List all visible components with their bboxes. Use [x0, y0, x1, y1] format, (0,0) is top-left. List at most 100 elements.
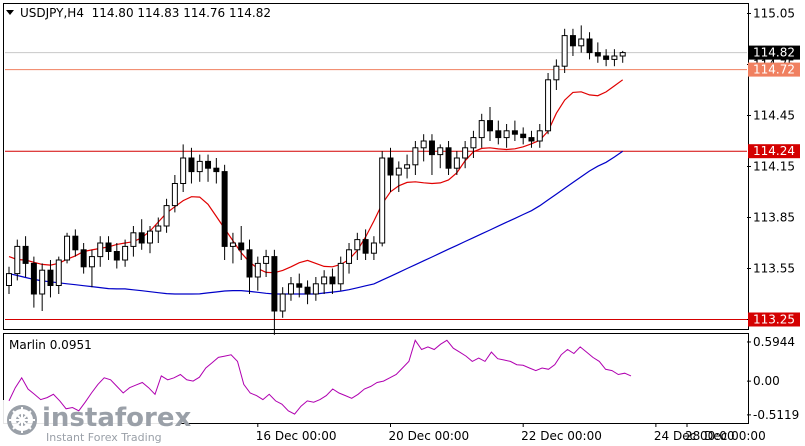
candle-body — [47, 269, 54, 287]
candle-body — [569, 35, 576, 47]
candle-body — [420, 140, 427, 149]
candle-body — [528, 137, 535, 142]
watermark-brand: instaforex — [42, 403, 192, 433]
osc-y-tick-label: 0.00 — [753, 374, 780, 388]
candle-body — [304, 286, 311, 295]
candle-body — [321, 276, 328, 285]
collapse-arrow-icon[interactable] — [6, 10, 14, 15]
candle-body — [337, 262, 344, 285]
candle-body — [428, 140, 435, 156]
candle-body — [105, 242, 112, 252]
oscillator-series — [8, 339, 632, 415]
candle-body — [238, 242, 245, 251]
candle-body — [453, 157, 460, 169]
candle-body — [64, 235, 71, 261]
candle-body — [312, 283, 319, 295]
candle-body — [545, 79, 552, 132]
candle-body — [437, 147, 444, 156]
candle-body — [88, 256, 95, 268]
candle-body — [55, 259, 62, 286]
current-price-tag — [748, 45, 800, 60]
candle-body — [594, 52, 601, 57]
candle-body — [254, 262, 261, 278]
bid-tag — [748, 62, 800, 77]
candle-body — [221, 171, 228, 247]
candle-body — [155, 225, 162, 232]
y-tick-label: 114.15 — [753, 160, 795, 174]
x-tick-label: 28 Dec 00:00 — [685, 429, 766, 443]
bid-tag-label: 114.72 — [753, 63, 795, 77]
candle-body — [163, 205, 170, 227]
candle-body — [536, 130, 543, 142]
candle-body — [503, 130, 510, 139]
candle-body — [14, 245, 21, 275]
candle-body — [520, 133, 527, 139]
candle-body — [395, 167, 402, 176]
candle-body — [478, 120, 485, 139]
current-price-label: 114.82 — [753, 46, 795, 60]
candle-body — [229, 242, 236, 247]
candle-body — [22, 245, 29, 264]
watermark-tagline: Instant Forex Trading — [46, 431, 162, 444]
candle-body — [346, 249, 353, 264]
y-tick-label: 115.05 — [753, 7, 795, 21]
support-resistance-levels — [5, 52, 747, 320]
level-tag — [748, 312, 800, 327]
candle-body — [445, 147, 452, 169]
candle-body — [246, 249, 253, 278]
candle-body — [362, 239, 369, 254]
osc-y-tick-label: -0.5119 — [753, 408, 799, 422]
candle-body — [30, 262, 37, 295]
candle-body — [553, 65, 560, 81]
candle-body — [188, 157, 195, 173]
candle-body — [329, 276, 336, 285]
candle-body — [271, 256, 278, 312]
instaforex-logo-icon — [7, 405, 37, 435]
x-tick-label: 24 Dec 00:00 — [654, 429, 735, 443]
candle-body — [279, 293, 286, 312]
candle-body — [619, 52, 626, 57]
y-tick-label: 114.45 — [753, 109, 795, 123]
candle-body — [130, 232, 137, 247]
candle-body — [611, 55, 618, 60]
candle-body — [387, 157, 394, 176]
candle-body — [6, 273, 12, 287]
candle-body — [495, 130, 502, 139]
candle-body — [122, 245, 129, 261]
osc-y-tick-label: 0.5944 — [753, 335, 795, 349]
oscillator-panel-frame — [3, 333, 749, 424]
candle-body — [462, 147, 469, 159]
symbol-ohlc-label: USDJPY,H4 114.80 114.83 114.76 114.82 — [20, 6, 271, 20]
candle-body — [487, 120, 494, 132]
candle-body — [180, 157, 187, 184]
candle-body — [354, 239, 361, 251]
candle-body — [470, 137, 477, 149]
candle-body — [97, 242, 104, 258]
candle-body — [205, 160, 212, 169]
candle-body — [561, 35, 568, 67]
candle-body — [146, 230, 153, 244]
y-tick-label: 113.55 — [753, 262, 795, 276]
candle-body — [113, 251, 120, 261]
candle-body — [379, 157, 386, 244]
candle-body — [171, 183, 178, 207]
watermark: instaforex Instant Forex Trading — [2, 400, 192, 444]
candlesticks — [6, 25, 626, 335]
candle-body — [412, 147, 419, 166]
candle-body — [138, 232, 145, 244]
candle-body — [39, 269, 46, 295]
candle-body — [72, 235, 79, 251]
candle-body — [296, 283, 303, 288]
y-tick-label: 113.85 — [753, 211, 795, 225]
moving-averages — [8, 79, 624, 295]
oscillator-label: Marlin 0.0951 — [9, 338, 92, 352]
candle-body — [196, 160, 203, 173]
ma-slow-line — [8, 150, 624, 295]
candle-body — [80, 249, 87, 268]
x-tick-label: 16 Dec 00:00 — [256, 429, 337, 443]
candle-body — [511, 130, 518, 135]
candle-body — [586, 38, 593, 54]
level-tag-label: 113.25 — [753, 313, 795, 327]
watermark-box — [2, 400, 180, 444]
